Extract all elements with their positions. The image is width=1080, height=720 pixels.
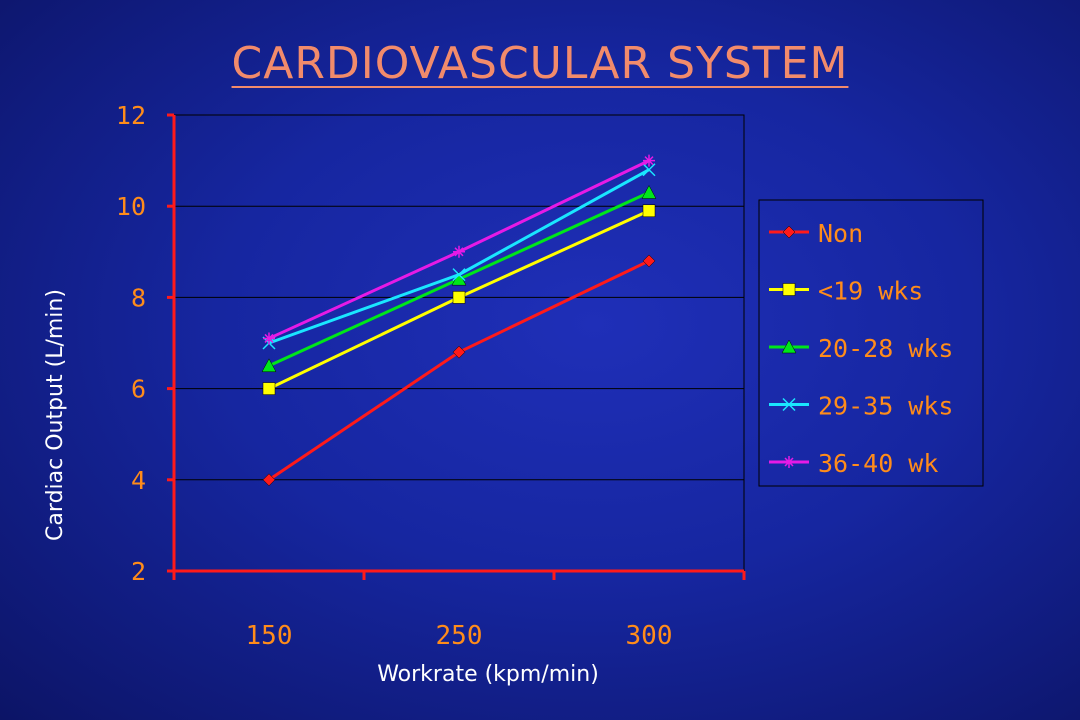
legend-item: 36-40 wk xyxy=(769,449,938,478)
legend-label: 20-28 wks xyxy=(818,334,953,363)
chart-title: CARDIOVASCULAR SYSTEM xyxy=(231,38,849,89)
series-0 xyxy=(262,254,656,487)
y-tick-label: 4 xyxy=(131,466,146,495)
grid-lines xyxy=(173,114,745,572)
series-3 xyxy=(262,163,656,350)
y-tick-label: 6 xyxy=(131,375,146,404)
legend-marker xyxy=(782,283,796,296)
data-point xyxy=(452,291,466,304)
legend-marker xyxy=(782,397,796,412)
plot-border xyxy=(173,114,745,572)
x-axis-title: Workrate (kpm/min) xyxy=(377,662,599,687)
y-tick-label: 12 xyxy=(116,101,146,130)
x-tick-label: 250 xyxy=(436,621,483,651)
series-2 xyxy=(261,184,657,373)
legend-item: 29-35 wks xyxy=(769,392,953,421)
legend-label: 29-35 wks xyxy=(818,392,953,421)
legend-label: <19 wks xyxy=(818,277,923,306)
data-point xyxy=(642,163,656,177)
legend-marker xyxy=(782,225,796,239)
y-axis-title: Cardiac Output (L/min) xyxy=(43,289,68,541)
data-point xyxy=(643,154,655,167)
legend-label: Non xyxy=(818,219,863,248)
x-tick-label: 300 xyxy=(626,621,673,651)
data-point xyxy=(452,268,466,282)
data-point xyxy=(263,332,275,345)
data-point xyxy=(262,382,276,395)
axes xyxy=(167,113,746,580)
x-tick-label: 150 xyxy=(246,621,293,651)
data-point xyxy=(452,345,466,359)
legend-item: 20-28 wks xyxy=(769,334,953,363)
data-point xyxy=(642,254,656,268)
data-point xyxy=(262,473,276,487)
legend-marker xyxy=(781,339,797,354)
series-lines xyxy=(261,154,657,487)
y-tick-label: 2 xyxy=(131,557,146,586)
y-tick-label: 10 xyxy=(116,192,146,221)
data-point xyxy=(641,184,657,199)
y-tick-label: 8 xyxy=(131,283,146,312)
legend: Non <19 wks 20-28 wks 29-35 wks 36-40 wk xyxy=(758,199,984,487)
data-point xyxy=(453,245,465,258)
legend-label: 36-40 wk xyxy=(818,449,938,478)
legend-marker xyxy=(783,456,795,468)
tick-labels: 2 4 6 8 10 12 150 250 300 xyxy=(116,101,673,651)
data-point xyxy=(642,204,656,218)
legend-item: Non xyxy=(769,219,863,248)
legend-box xyxy=(758,199,984,487)
series-1 xyxy=(262,204,656,395)
series-4 xyxy=(263,154,655,345)
legend-item: <19 wks xyxy=(769,277,923,306)
data-point xyxy=(261,358,277,373)
